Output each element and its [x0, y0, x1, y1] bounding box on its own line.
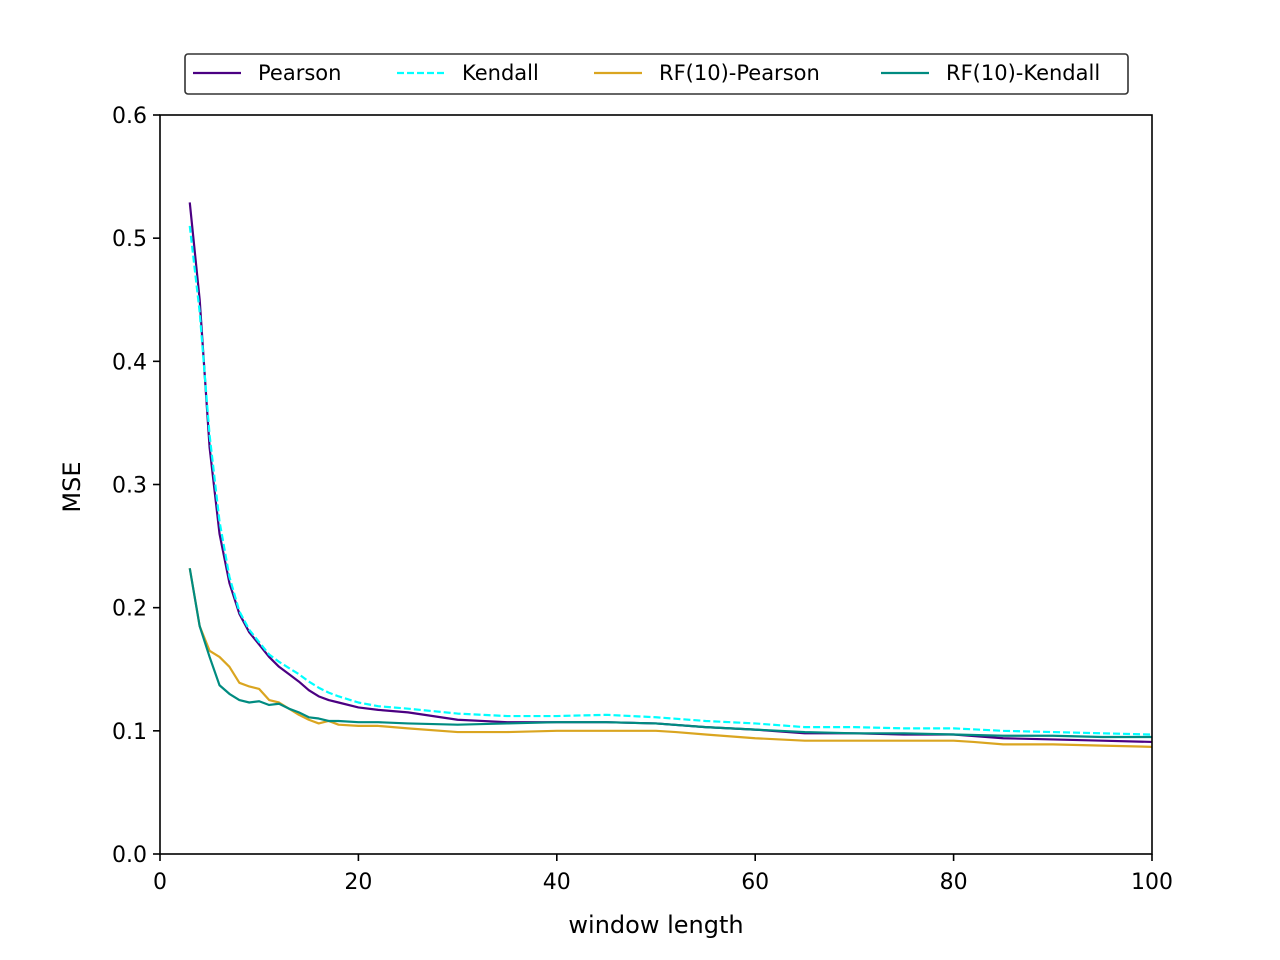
- y-tick-label: 0.0: [112, 843, 147, 868]
- y-tick-label: 0.4: [112, 350, 147, 375]
- x-tick-label: 0: [153, 870, 167, 895]
- legend-label: RF(10)-Kendall: [946, 61, 1100, 85]
- legend-frame: [184, 53, 1129, 95]
- series-line-rf-10-kendall: [188, 568, 1152, 739]
- y-tick-label: 0.5: [112, 227, 147, 252]
- legend-label: RF(10)-Pearson: [659, 61, 820, 85]
- series-line-kendall: [188, 225, 1153, 736]
- legend: Pearson Kendall RF(10)-Pearson RF(10)-Kenda…: [184, 53, 1129, 95]
- y-tick-label: 0.1: [112, 720, 147, 745]
- x-tick-label: 40: [543, 870, 571, 895]
- x-tick-label: 80: [940, 870, 968, 895]
- legend-label: Pearson: [258, 61, 341, 85]
- x-tick-label: 60: [741, 870, 769, 895]
- x-tick-label: 100: [1131, 870, 1173, 895]
- y-axis-ticks: 0.0 0.1 0.2 0.3 0.4 0.5 0.6: [112, 104, 160, 868]
- y-tick-label: 0.3: [112, 474, 147, 499]
- x-axis-title: window length: [568, 911, 743, 939]
- x-tick-label: 20: [344, 870, 372, 895]
- series-layer: [188, 202, 1153, 748]
- series-line-rf-10-pearson: [188, 568, 1153, 748]
- y-tick-label: 0.2: [112, 597, 147, 622]
- y-tick-label: 0.6: [112, 104, 147, 129]
- y-axis-title: MSE: [58, 461, 86, 512]
- legend-label: Kendall: [462, 61, 539, 85]
- x-axis-ticks: 0 20 40 60 80 100: [153, 854, 1173, 895]
